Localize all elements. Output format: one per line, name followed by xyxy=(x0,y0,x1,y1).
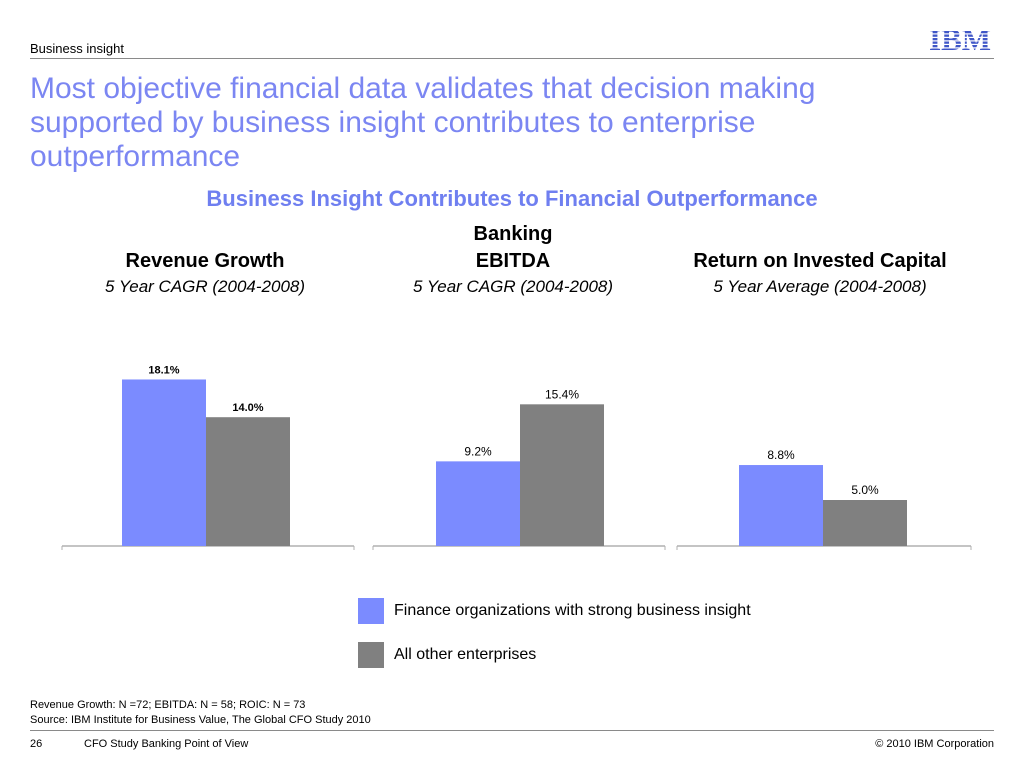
chart-heading: Business Insight Contributes to Financia… xyxy=(206,186,818,211)
panel-subtitle: 5 Year Average (2004-2008) xyxy=(713,277,927,296)
bar-strong-insight xyxy=(436,461,520,546)
data-label: 15.4% xyxy=(545,387,579,401)
data-label: 9.2% xyxy=(464,444,492,458)
legend-item-other: All other enterprises xyxy=(358,642,536,668)
data-label: 14.0% xyxy=(232,402,263,414)
footer-divider xyxy=(30,730,994,731)
ibm-logo-text: IBM xyxy=(929,24,991,52)
chart-panel-2: 9.2% 15.4% xyxy=(372,387,666,550)
legend-swatch xyxy=(358,642,384,668)
data-label: 5.0% xyxy=(851,483,879,497)
page-title: Most objective financial data validates … xyxy=(30,72,816,173)
document-title: CFO Study Banking Point of View xyxy=(84,738,249,750)
panel-header-revenue: Revenue Growth 5 Year CAGR (2004-2008) xyxy=(45,248,365,299)
panel-title: Return on Invested Capital xyxy=(693,250,947,272)
data-label: 18.1% xyxy=(148,364,179,376)
legend-label: All other enterprises xyxy=(394,646,537,663)
ibm-logo: IBM xyxy=(929,24,991,52)
bar-other-enterprises xyxy=(520,404,604,546)
footnotes: Revenue Growth: N =72; EBITDA: N = 58; R… xyxy=(30,698,371,728)
data-label: 8.8% xyxy=(767,448,795,462)
panel-title-prefix: Banking xyxy=(473,223,553,245)
footnote-source: Source: IBM Institute for Business Value… xyxy=(30,714,371,726)
bar-other-enterprises xyxy=(206,417,290,546)
chart-panel-3: 8.8% 5.0% xyxy=(676,448,972,550)
panel-header-ebitda: Banking EBITDA 5 Year CAGR (2004-2008) xyxy=(353,221,673,299)
panel-header-roic: Return on Invested Capital 5 Year Averag… xyxy=(660,248,980,299)
legend-label: Finance organizations with strong busine… xyxy=(394,602,751,619)
legend-item-strong-insight: Finance organizations with strong busine… xyxy=(358,598,751,624)
panel-subtitle: 5 Year CAGR (2004-2008) xyxy=(412,277,614,296)
chart-panel-1: 18.1% 14.0% xyxy=(61,364,355,550)
copyright: © 2010 IBM Corporation xyxy=(875,738,994,750)
section-label: Business insight xyxy=(30,41,124,56)
bar-strong-insight xyxy=(122,379,206,546)
panel-title: EBITDA xyxy=(475,250,551,272)
header-divider xyxy=(30,58,994,59)
panel-title: Revenue Growth xyxy=(125,250,285,272)
bar-strong-insight xyxy=(739,465,823,546)
panel-subtitle: 5 Year CAGR (2004-2008) xyxy=(104,277,306,296)
bar-other-enterprises xyxy=(823,500,907,546)
page-number: 26 xyxy=(30,738,43,750)
legend-swatch xyxy=(358,598,384,624)
footnote-sample-sizes: Revenue Growth: N =72; EBITDA: N = 58; R… xyxy=(30,699,306,711)
